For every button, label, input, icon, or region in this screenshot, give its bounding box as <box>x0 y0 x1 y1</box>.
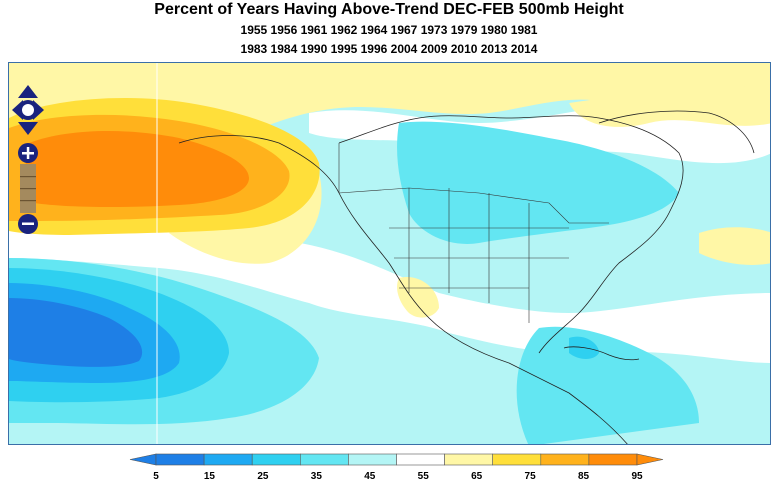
legend-label: 55 <box>418 471 430 482</box>
map-panel[interactable] <box>8 62 771 445</box>
legend-swatch <box>588 453 638 466</box>
legend-swatch <box>396 453 445 466</box>
legend-label: 65 <box>471 471 483 482</box>
political-borders <box>338 143 609 323</box>
legend-swatch <box>348 453 397 466</box>
legend-label: 45 <box>364 471 376 482</box>
legend-swatch <box>492 453 542 466</box>
legend-swatch <box>300 453 349 466</box>
legend-swatch <box>444 453 494 466</box>
legend-swatch <box>203 453 253 466</box>
legend-label: 25 <box>257 471 269 482</box>
map-title: Percent of Years Having Above-Trend DEC-… <box>154 1 624 18</box>
legend-swatch <box>540 453 590 466</box>
years-line-2: 1983 1984 1990 1995 1996 2004 2009 2010 … <box>240 42 538 56</box>
yellow-greenland <box>569 83 770 127</box>
legend-swatch <box>155 453 205 466</box>
anomaly-map[interactable] <box>9 63 771 445</box>
legend-label: 85 <box>578 471 590 482</box>
cyan-canada <box>397 121 679 244</box>
dark-orange-zone <box>25 131 249 208</box>
colorbar-legend: 5 15 25 35 45 55 65 75 85 95 <box>129 453 664 482</box>
legend-label: 35 <box>311 471 323 482</box>
legend-label: 5 <box>153 471 159 482</box>
zoom-control[interactable] <box>17 142 39 235</box>
yellow-southwest <box>397 277 439 318</box>
legend-swatch <box>251 453 301 466</box>
legend-label: 75 <box>525 471 537 482</box>
legend-arrow-low <box>129 453 157 466</box>
coastlines <box>178 110 755 444</box>
years-line-1: 1955 1956 1961 1962 1964 1967 1973 1979 … <box>240 23 538 37</box>
yellow-atlantic <box>699 227 770 265</box>
pan-arrows-icon[interactable] <box>11 84 45 136</box>
cyan-caribbean <box>516 326 699 444</box>
deep-blue-pacific <box>9 298 143 367</box>
legend-arrow-high <box>636 453 664 466</box>
legend-label: 15 <box>204 471 216 482</box>
legend-label: 95 <box>631 471 643 482</box>
